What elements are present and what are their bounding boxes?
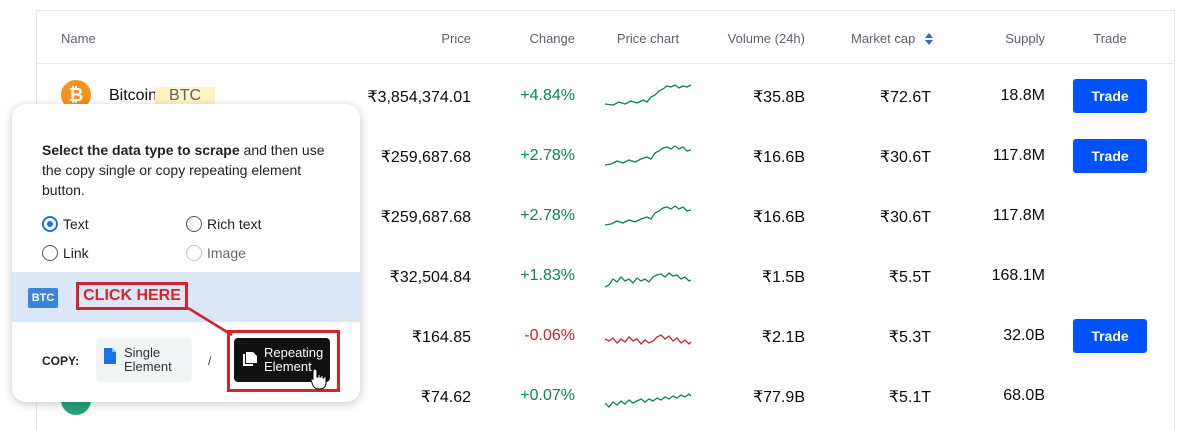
supply-cell: 117.8M [992,147,1045,164]
repeat-line1: Repeating [264,345,324,360]
volume-cell: ₹16.6B [753,149,805,166]
copy-single-element-button[interactable]: Single Element [96,338,192,382]
highlight-box [227,330,340,392]
sparkline-chart [605,145,691,166]
trade-button[interactable]: Trade [1073,79,1147,113]
option-text[interactable]: Text [42,216,89,232]
table-row[interactable]: ₹259,687.68 +2.78% ₹16.6B ₹30.6T 117.8M … [37,125,1174,185]
document-icon [104,348,116,364]
coin-name: Bitcoin [109,87,158,104]
price-cell: ₹164.85 [411,329,471,346]
single-line2: Element [124,359,172,374]
header-price[interactable]: Price [441,31,471,46]
repeat-label: Repeating Element [264,346,323,374]
market-cap-cell: ₹30.6T [879,149,931,166]
sparkline-chart [605,272,691,288]
popup-instructions: Select the data type to scrape and then … [42,140,342,200]
supply-cell: 18.8M [1000,87,1045,104]
header-supply[interactable]: Supply [1005,31,1045,46]
supply-cell: 117.8M [992,207,1045,224]
option-rich-text[interactable]: Rich text [186,216,261,232]
volume-cell: ₹1.5B [761,269,805,286]
selection-preview: BTC [12,272,360,322]
volume-cell: ₹35.8B [753,89,805,106]
option-image-label: Image [207,245,246,261]
instruction-rest: and then use the copy single or copy rep… [42,142,325,198]
price-cell: ₹3,854,374.01 [367,89,471,106]
option-rich-text-label: Rich text [207,216,262,232]
header-change[interactable]: Change [529,31,575,46]
copy-label: COPY: [42,354,80,368]
volume-cell: ₹16.6B [753,209,805,226]
option-link-label: Link [63,245,89,261]
market-cap-cell: ₹5.5T [888,269,931,286]
table-row[interactable]: ₿ Bitcoin BTC ₹3,854,374.01 +4.84% ₹35.8B… [37,65,1174,125]
repeat-line2: Element [264,359,312,374]
crypto-table: Name Price Change Price chart Volume (24… [36,10,1175,430]
table-row[interactable]: ₹32,504.84 +1.83% ₹1.5B ₹5.5T 168.1M [37,245,1174,305]
trade-button[interactable]: Trade [1073,319,1147,353]
price-cell: ₹32,504.84 [389,269,471,286]
price-cell: ₹259,687.68 [380,149,471,166]
supply-cell: 32.0B [1003,327,1045,344]
change-cell: +1.83% [520,267,575,284]
change-cell: +0.07% [520,387,575,404]
sparkline-chart [605,205,691,226]
market-cap-cell: ₹5.1T [888,389,931,406]
change-cell: -0.06% [524,327,575,344]
table-header: Name Price Change Price chart Volume (24… [37,11,1174,64]
coin-symbol: BTC [155,87,216,104]
sparkline-chart [605,84,691,106]
market-cap-cell: ₹30.6T [879,209,931,226]
duplicate-icon [243,352,257,366]
option-link[interactable]: Link [42,245,89,261]
table-row[interactable]: ₹259,687.68 +2.78% ₹16.6B ₹30.6T 117.8M [37,185,1174,245]
header-market-cap: Market cap [851,31,916,46]
supply-cell: 68.0B [1003,387,1045,404]
radio-icon [42,245,58,261]
table-row[interactable]: ₹164.85 -0.06% ₹2.1B ₹5.3T 32.0B Trade [37,305,1174,365]
radio-checked-icon [42,216,58,232]
preview-chip: BTC [28,288,58,308]
single-line1: Single [124,345,161,360]
sparkline-chart [605,334,691,345]
trade-button[interactable]: Trade [1073,139,1147,173]
header-price-chart: Price chart [616,31,680,46]
supply-cell: 168.1M [991,267,1045,284]
change-cell: +2.78% [520,207,575,224]
market-cap-cell: ₹72.6T [879,89,931,106]
volume-cell: ₹2.1B [761,329,805,346]
option-image[interactable]: Image [186,245,246,261]
radio-icon [186,216,202,232]
sparkline-chart [605,393,691,408]
market-cap-cell: ₹5.3T [888,329,931,346]
option-text-label: Text [63,216,89,232]
change-cell: +2.78% [520,147,575,164]
separator: / [208,354,212,368]
header-trade: Trade [1093,31,1127,46]
header-name[interactable]: Name [61,31,96,46]
radio-icon [186,245,202,261]
single-label: Single Element [124,346,172,374]
price-cell: ₹259,687.68 [380,209,471,226]
header-volume[interactable]: Volume (24h) [727,31,805,46]
coin-name-cell[interactable]: Bitcoin BTC [109,87,216,105]
price-cell: ₹74.62 [420,389,471,406]
volume-cell: ₹77.9B [753,389,805,406]
hand-cursor-icon [310,368,327,390]
header-market-cap-wrap[interactable]: Market cap [851,31,933,46]
click-here-annotation: CLICK HERE [76,282,188,310]
instruction-bold: Select the data type to scrape [42,142,240,158]
sort-icon [924,33,933,45]
change-cell: +4.84% [520,87,575,104]
